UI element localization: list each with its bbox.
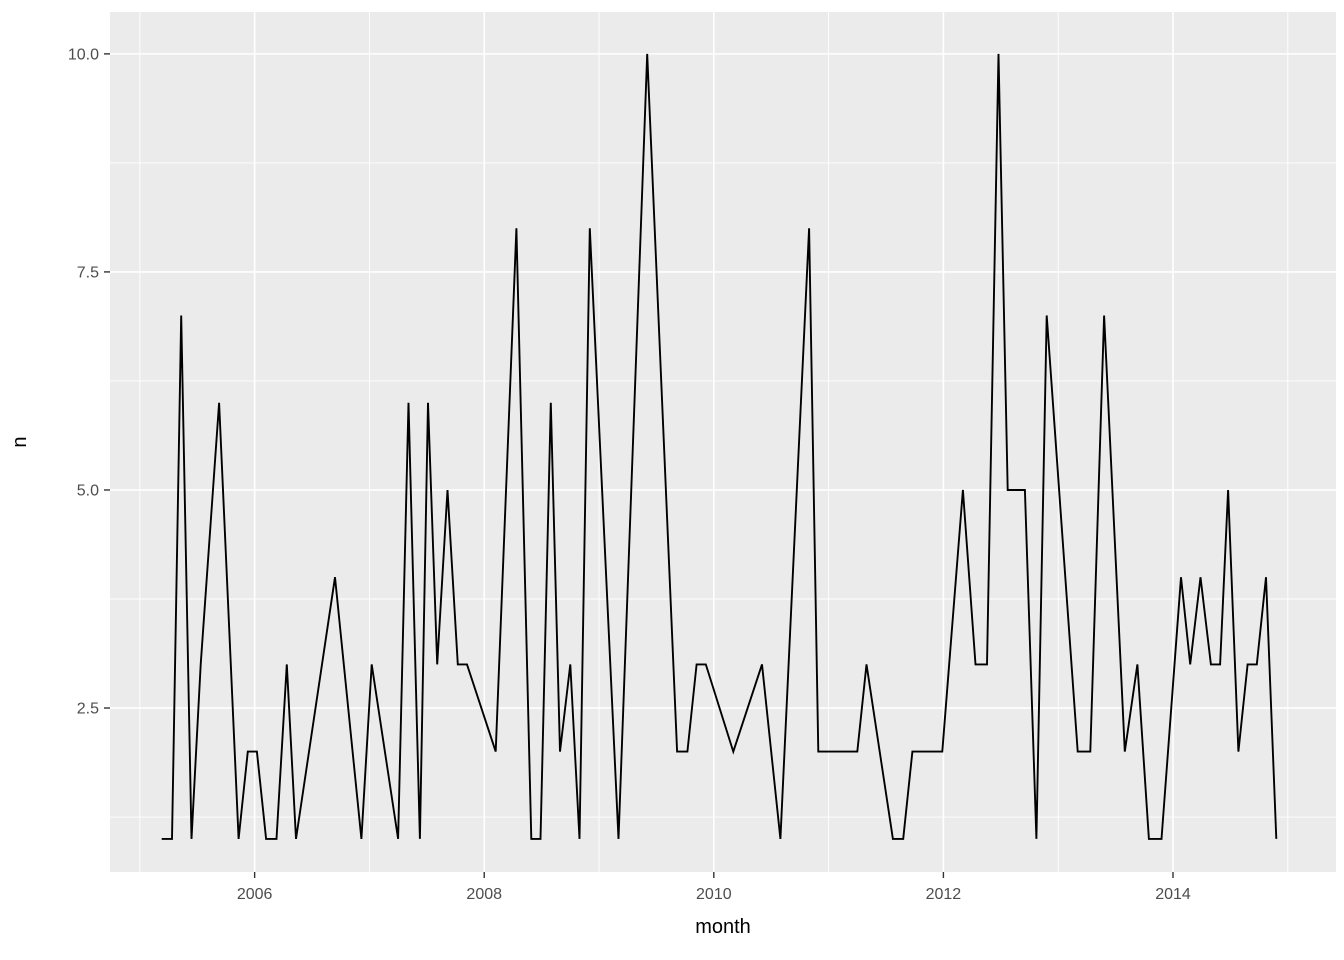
x-tick-label: 2006 (237, 886, 273, 903)
axis-ticks (104, 53, 1174, 878)
y-tick-label: 10.0 (68, 46, 99, 63)
x-tick-label: 2010 (696, 886, 732, 903)
x-axis-title: month (695, 916, 751, 938)
x-tick-label: 2014 (1155, 886, 1191, 903)
x-tick-label: 2012 (926, 886, 962, 903)
x-tick-label: 2008 (466, 886, 502, 903)
y-axis-title: n (9, 436, 31, 447)
y-tick-label: 2.5 (77, 701, 99, 718)
grid-minor (110, 12, 1336, 872)
data-line (161, 53, 1278, 840)
plot-render-root: 2006 2008 2010 2012 2014 2.5 5.0 7.5 10.0 (68, 12, 1336, 903)
y-tick-label: 5.0 (77, 482, 99, 499)
y-tick-label: 7.5 (77, 264, 99, 281)
plot-panel (110, 12, 1336, 872)
